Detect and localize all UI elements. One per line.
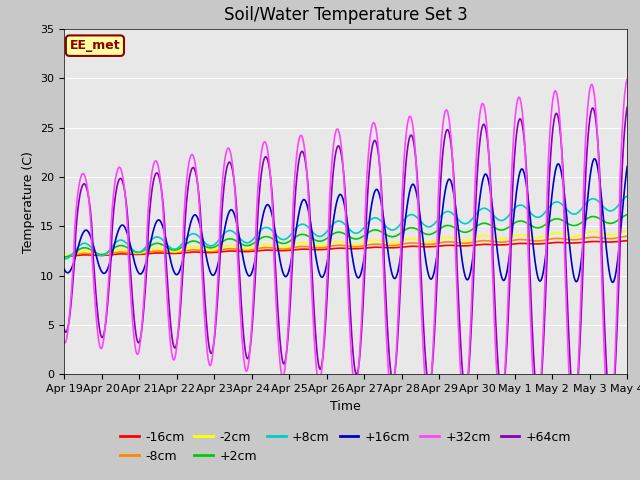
+8cm — [60, 256, 68, 262]
+16cm — [623, 164, 631, 169]
+16cm — [276, 257, 284, 263]
Legend: -16cm, -8cm, -2cm, +2cm, +8cm, +16cm, +32cm, +64cm: -16cm, -8cm, -2cm, +2cm, +8cm, +16cm, +3… — [115, 426, 576, 468]
-8cm — [623, 233, 631, 239]
+64cm — [301, 153, 308, 159]
-8cm — [301, 243, 308, 249]
+8cm — [623, 193, 631, 199]
+32cm — [124, 245, 132, 251]
+2cm — [276, 240, 284, 246]
+16cm — [609, 279, 616, 285]
+32cm — [552, 88, 559, 94]
+2cm — [125, 245, 132, 251]
+64cm — [607, 408, 614, 414]
+2cm — [612, 218, 620, 224]
-2cm — [125, 248, 132, 254]
+16cm — [612, 266, 620, 272]
+32cm — [612, 321, 620, 327]
-8cm — [61, 253, 68, 259]
Y-axis label: Temperature (C): Temperature (C) — [22, 151, 35, 252]
-2cm — [301, 240, 308, 246]
Line: -2cm: -2cm — [64, 230, 627, 256]
-2cm — [60, 253, 68, 259]
+64cm — [60, 325, 68, 331]
Line: +64cm: +64cm — [64, 107, 627, 411]
Title: Soil/Water Temperature Set 3: Soil/Water Temperature Set 3 — [224, 6, 467, 24]
+8cm — [552, 199, 559, 205]
+8cm — [276, 236, 284, 241]
+64cm — [552, 112, 559, 118]
+32cm — [623, 76, 631, 82]
-8cm — [276, 246, 284, 252]
+16cm — [124, 234, 132, 240]
+32cm — [60, 339, 68, 345]
-16cm — [301, 246, 308, 252]
Line: +32cm: +32cm — [64, 79, 627, 428]
+32cm — [276, 360, 284, 365]
+32cm — [606, 425, 614, 431]
+16cm — [158, 221, 166, 227]
-16cm — [612, 239, 620, 245]
Line: +8cm: +8cm — [64, 196, 627, 259]
-16cm — [60, 253, 68, 259]
+16cm — [301, 197, 308, 203]
+64cm — [276, 337, 284, 343]
X-axis label: Time: Time — [330, 400, 361, 413]
-8cm — [612, 235, 620, 241]
Line: +2cm: +2cm — [64, 215, 627, 257]
-16cm — [276, 248, 284, 253]
-16cm — [124, 251, 132, 257]
-8cm — [60, 253, 68, 259]
+16cm — [60, 266, 68, 272]
Text: EE_met: EE_met — [70, 39, 120, 52]
-16cm — [623, 238, 631, 243]
+16cm — [591, 156, 598, 162]
-2cm — [623, 228, 631, 233]
-2cm — [552, 230, 559, 236]
+64cm — [623, 104, 631, 110]
+8cm — [612, 204, 620, 210]
+8cm — [125, 242, 132, 248]
Line: +16cm: +16cm — [64, 159, 627, 282]
+32cm — [158, 190, 166, 195]
+8cm — [158, 236, 166, 242]
+64cm — [124, 223, 132, 228]
-16cm — [158, 250, 166, 256]
-2cm — [276, 244, 284, 250]
-16cm — [552, 240, 559, 245]
+32cm — [301, 144, 308, 150]
+2cm — [623, 212, 631, 217]
+8cm — [61, 256, 69, 262]
+2cm — [61, 254, 69, 260]
-8cm — [125, 250, 132, 256]
+16cm — [552, 168, 559, 173]
-2cm — [612, 231, 620, 237]
-8cm — [158, 248, 166, 254]
-2cm — [61, 253, 69, 259]
+2cm — [158, 241, 166, 247]
+64cm — [612, 343, 620, 348]
+64cm — [158, 188, 166, 194]
Line: -16cm: -16cm — [64, 240, 627, 256]
+2cm — [301, 232, 308, 238]
+2cm — [60, 254, 68, 260]
Line: -8cm: -8cm — [64, 236, 627, 256]
+8cm — [301, 222, 308, 228]
+2cm — [552, 216, 559, 222]
-8cm — [552, 236, 559, 241]
-2cm — [158, 246, 166, 252]
